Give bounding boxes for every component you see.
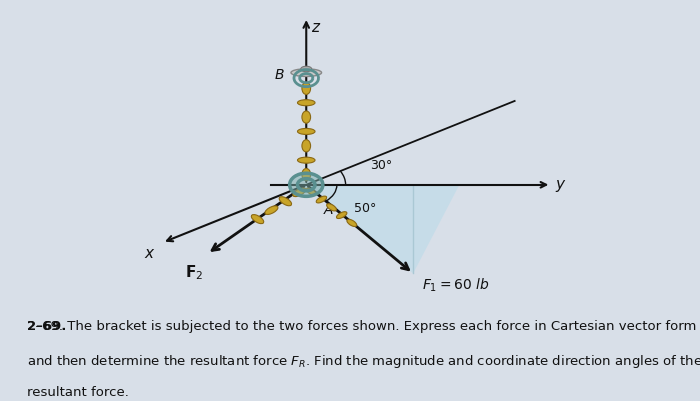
Text: $\mathbf{F}_2$: $\mathbf{F}_2$ (185, 263, 203, 282)
Ellipse shape (279, 197, 292, 206)
Ellipse shape (347, 219, 357, 227)
Text: 2–69. The bracket is subjected to the two forces shown. Express each force in Ca: 2–69. The bracket is subjected to the tw… (27, 320, 696, 333)
Ellipse shape (298, 100, 315, 106)
Ellipse shape (302, 168, 311, 181)
Ellipse shape (307, 188, 316, 195)
Text: resultant force.: resultant force. (27, 386, 130, 399)
Ellipse shape (293, 188, 306, 196)
Ellipse shape (302, 140, 311, 152)
Text: x: x (144, 246, 153, 261)
Text: A: A (323, 203, 333, 217)
Text: 50°: 50° (354, 202, 377, 215)
Ellipse shape (302, 111, 311, 123)
Circle shape (290, 173, 323, 196)
Ellipse shape (327, 204, 337, 211)
Ellipse shape (291, 69, 321, 77)
Text: and then determine the resultant force $F_R$. Find the magnitude and coordinate : and then determine the resultant force $… (27, 353, 700, 370)
Ellipse shape (337, 212, 347, 219)
Ellipse shape (251, 215, 264, 224)
Text: $F_1 = 60$ lb: $F_1 = 60$ lb (422, 277, 489, 294)
Text: y: y (556, 177, 565, 192)
Text: z: z (311, 20, 318, 35)
Ellipse shape (301, 66, 312, 72)
Polygon shape (307, 185, 459, 273)
Ellipse shape (298, 128, 315, 134)
Ellipse shape (316, 196, 327, 203)
Ellipse shape (265, 206, 278, 215)
Ellipse shape (302, 82, 311, 95)
Text: B: B (275, 68, 284, 82)
Ellipse shape (298, 157, 315, 163)
Text: 2–69.: 2–69. (27, 320, 66, 333)
Text: 30°: 30° (370, 159, 392, 172)
